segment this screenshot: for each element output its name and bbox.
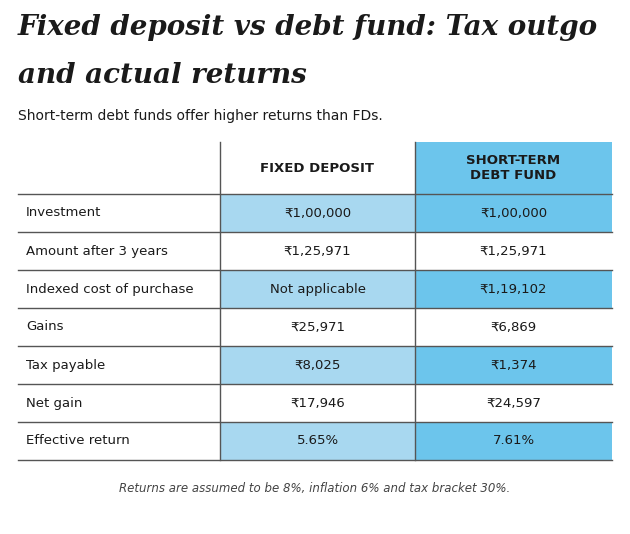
Bar [220, 142, 415, 194]
Text: Amount after 3 years: Amount after 3 years [26, 245, 168, 257]
Text: ₹1,00,000: ₹1,00,000 [284, 207, 351, 219]
Text: ₹6,869: ₹6,869 [490, 320, 537, 334]
Bar [220, 232, 415, 270]
Text: 7.61%: 7.61% [493, 435, 535, 447]
Text: ₹25,971: ₹25,971 [290, 320, 345, 334]
Bar [18, 194, 220, 232]
Text: ₹8,025: ₹8,025 [294, 358, 341, 372]
Text: Indexed cost of purchase: Indexed cost of purchase [26, 282, 193, 295]
Bar [220, 270, 415, 308]
Bar [415, 194, 612, 232]
Bar [220, 308, 415, 346]
Bar [220, 384, 415, 422]
Text: ₹1,00,000: ₹1,00,000 [480, 207, 547, 219]
Text: ₹1,25,971: ₹1,25,971 [284, 245, 352, 257]
Text: Not applicable: Not applicable [270, 282, 365, 295]
Bar [18, 384, 220, 422]
Text: Short-term debt funds offer higher returns than FDs.: Short-term debt funds offer higher retur… [18, 109, 383, 123]
Text: Tax payable: Tax payable [26, 358, 105, 372]
Bar [415, 384, 612, 422]
Bar [415, 142, 612, 194]
Bar [18, 270, 220, 308]
Text: ₹1,374: ₹1,374 [490, 358, 537, 372]
Bar [415, 422, 612, 460]
Text: ₹1,19,102: ₹1,19,102 [480, 282, 547, 295]
Text: Returns are assumed to be 8%, inflation 6% and tax bracket 30%.: Returns are assumed to be 8%, inflation … [119, 482, 511, 495]
Text: SHORT-TERM
DEBT FUND: SHORT-TERM DEBT FUND [466, 154, 561, 182]
Text: and actual returns: and actual returns [18, 62, 307, 89]
Bar [18, 308, 220, 346]
Bar [415, 308, 612, 346]
Bar [18, 142, 220, 194]
Text: Gains: Gains [26, 320, 64, 334]
Text: ₹1,25,971: ₹1,25,971 [479, 245, 547, 257]
Bar [18, 422, 220, 460]
Text: ₹17,946: ₹17,946 [290, 397, 345, 410]
Bar [18, 346, 220, 384]
Bar [220, 422, 415, 460]
Text: 5.65%: 5.65% [297, 435, 338, 447]
Text: Investment: Investment [26, 207, 101, 219]
Text: Net gain: Net gain [26, 397, 83, 410]
Text: Fixed deposit vs debt fund: Tax outgo: Fixed deposit vs debt fund: Tax outgo [18, 14, 598, 41]
Bar [415, 346, 612, 384]
Bar [415, 232, 612, 270]
Text: ₹24,597: ₹24,597 [486, 397, 541, 410]
Bar [220, 194, 415, 232]
Text: FIXED DEPOSIT: FIXED DEPOSIT [260, 161, 374, 175]
Text: Effective return: Effective return [26, 435, 130, 447]
Bar [415, 270, 612, 308]
Bar [18, 232, 220, 270]
Bar [220, 346, 415, 384]
